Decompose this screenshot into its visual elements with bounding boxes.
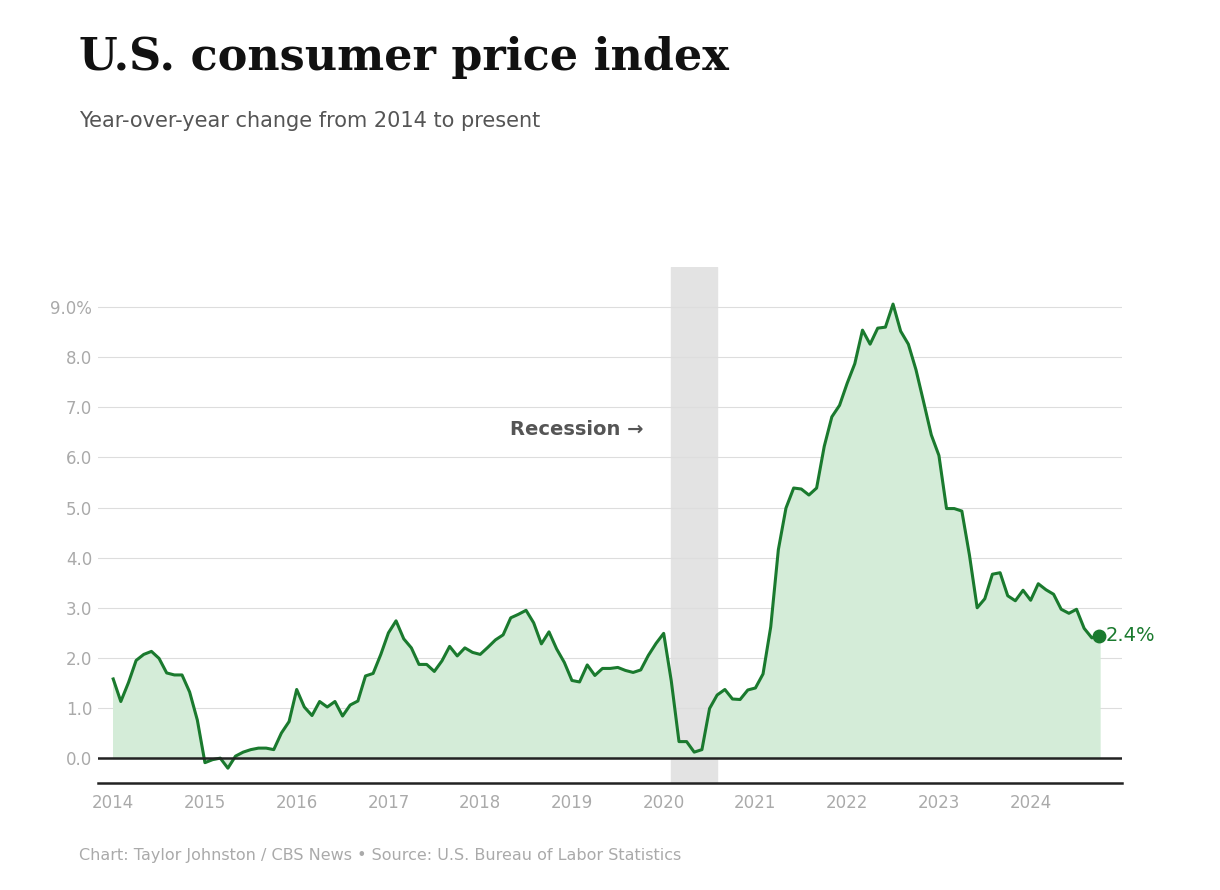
Text: Recession →: Recession → <box>510 420 643 440</box>
Text: Year-over-year change from 2014 to present: Year-over-year change from 2014 to prese… <box>79 111 540 131</box>
Text: U.S. consumer price index: U.S. consumer price index <box>79 36 730 78</box>
Bar <box>671 267 717 783</box>
Text: Chart: Taylor Johnston / CBS News • Source: U.S. Bureau of Labor Statistics: Chart: Taylor Johnston / CBS News • Sour… <box>79 848 682 863</box>
Text: 2.4%: 2.4% <box>1105 627 1155 645</box>
